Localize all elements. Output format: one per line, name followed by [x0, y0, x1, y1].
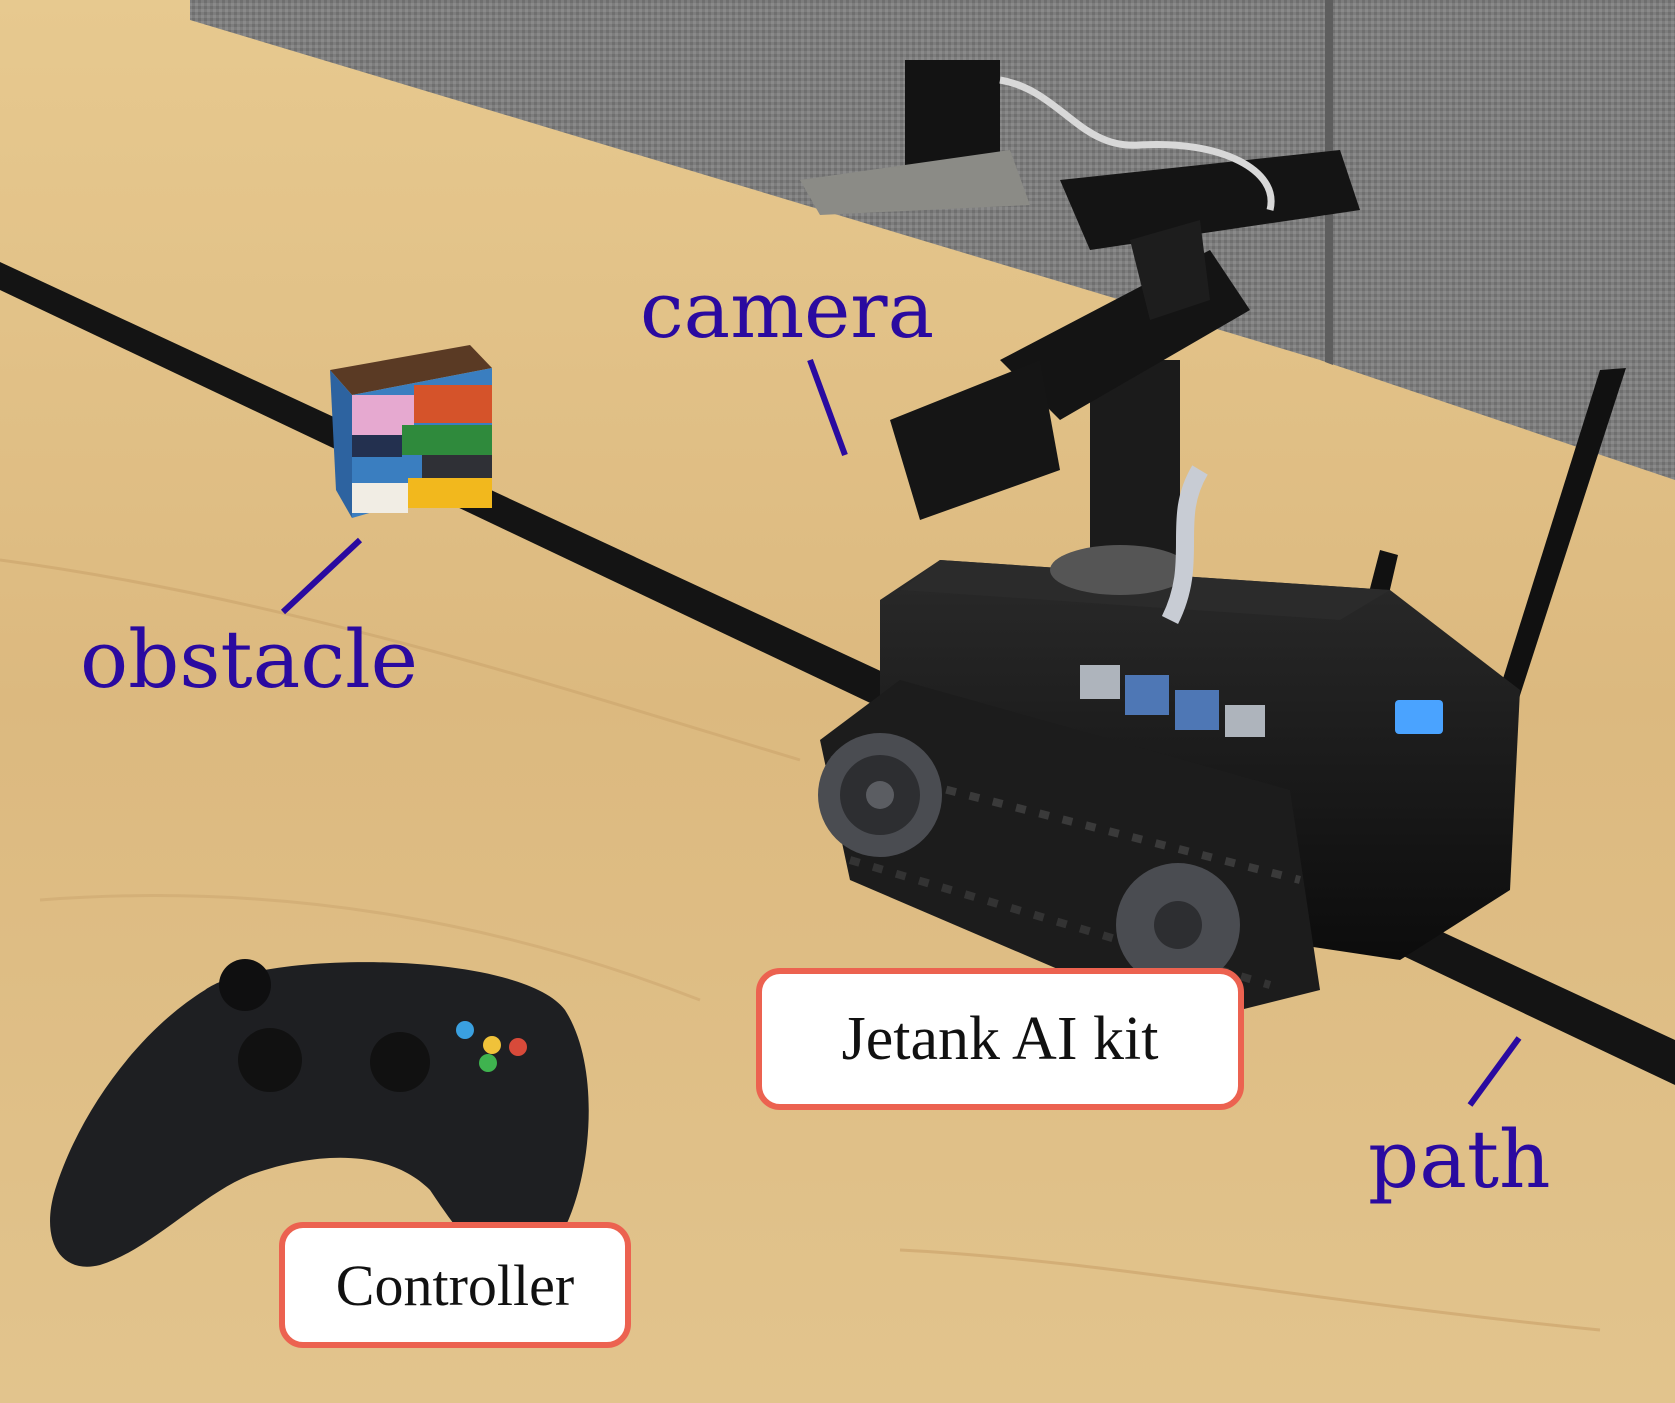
camera-annotation: camera: [640, 266, 935, 356]
wood-grain: [0, 558, 801, 762]
lego-block-icon: [330, 345, 492, 518]
camera-pointer: [807, 358, 848, 457]
wood-grain: [39, 894, 701, 1002]
fabric-wall: [190, 0, 1675, 480]
obstacle-annotation: obstacle: [80, 613, 419, 706]
gamepad-icon: [50, 959, 589, 1269]
path-annotation: path: [1368, 1113, 1551, 1206]
controller-label: Controller: [279, 1222, 631, 1348]
obstacle-pointer: [280, 537, 363, 615]
jetank-label: Jetank AI kit: [756, 968, 1244, 1110]
arm-icon: [800, 60, 1360, 625]
path-pointer: [1467, 1036, 1522, 1107]
wood-grain: [899, 1248, 1601, 1332]
